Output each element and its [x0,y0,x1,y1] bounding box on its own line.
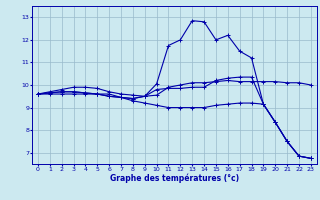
X-axis label: Graphe des températures (°c): Graphe des températures (°c) [110,173,239,183]
